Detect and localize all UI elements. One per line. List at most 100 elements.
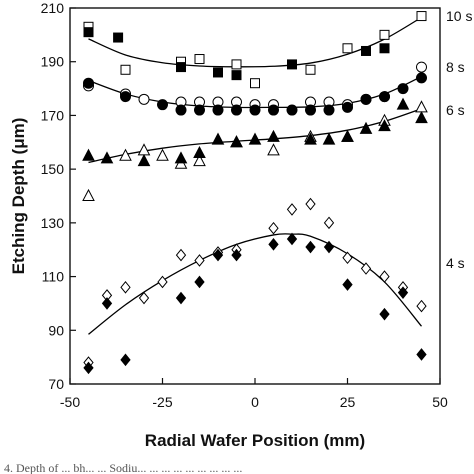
x-axis-title: Radial Wafer Position (mm) <box>145 431 365 450</box>
open-square-point <box>120 64 131 75</box>
open-triangle-point <box>193 154 206 167</box>
filled-diamond-point <box>194 275 205 289</box>
data-points <box>82 11 428 375</box>
series-label: 4 s <box>446 255 465 271</box>
filled-circle-point <box>286 104 298 116</box>
filled-square-point <box>113 32 124 43</box>
open-diamond-point <box>120 281 131 294</box>
filled-square-point <box>379 43 390 54</box>
x-tick-label: 0 <box>251 394 259 410</box>
filled-diamond-point <box>323 240 335 254</box>
x-tick-label: 25 <box>340 394 356 410</box>
filled-circle-point <box>175 104 187 116</box>
open-circle-point <box>138 93 150 105</box>
open-square-point <box>379 29 390 40</box>
filled-diamond-point <box>342 278 353 291</box>
filled-square-point <box>231 70 242 81</box>
filled-diamond-point <box>268 238 279 251</box>
y-tick-label: 150 <box>41 161 65 177</box>
filled-triangle-point <box>396 97 410 110</box>
y-axis-title: Etching Depth (μm) <box>9 118 28 275</box>
series-labels: 10 s 8 s 6 s 4 s <box>446 8 472 271</box>
y-axis-ticks: 70 90 110 130 150 170 190 210 <box>41 0 76 392</box>
caption-fragment: 4. Depth of ... bh... ... Sodiu... ... .… <box>4 461 242 474</box>
filled-square-point <box>361 45 371 56</box>
filled-triangle-point <box>359 121 373 134</box>
filled-circle-point <box>194 104 205 116</box>
open-square-point <box>231 59 242 70</box>
open-diamond-point <box>138 291 150 305</box>
filled-triangle-point <box>267 129 280 142</box>
open-diamond-point <box>175 248 187 262</box>
filled-diamond-point <box>286 232 298 246</box>
filled-circle-point <box>379 91 390 103</box>
filled-diamond-point <box>120 353 131 367</box>
filled-circle-point <box>212 104 224 116</box>
filled-circle-point <box>83 77 94 89</box>
filled-triangle-point <box>100 151 114 164</box>
open-diamond-point <box>416 299 427 313</box>
filled-circle-point <box>249 104 261 116</box>
filled-circle-point <box>157 99 168 111</box>
filled-diamond-point <box>305 240 316 254</box>
x-axis-ticks: -50 -25 0 25 50 <box>60 378 448 410</box>
filled-triangle-point <box>193 145 206 159</box>
open-diamond-point <box>157 275 168 289</box>
x-tick-label: 50 <box>432 394 448 410</box>
filled-circle-point <box>360 93 372 105</box>
open-diamond-point <box>379 270 390 283</box>
series-label: 8 s <box>446 59 465 75</box>
filled-circle-point <box>305 104 316 116</box>
filled-diamond-point <box>397 286 409 299</box>
filled-diamond-point <box>175 291 187 305</box>
filled-circle-point <box>268 104 279 116</box>
open-diamond-point <box>194 254 205 267</box>
filled-circle-point <box>120 91 131 103</box>
open-triangle-point <box>156 148 169 161</box>
filled-circle-point <box>342 101 353 113</box>
open-square-point <box>342 43 353 54</box>
filled-circle-point <box>397 83 409 95</box>
open-triangle-point <box>137 143 151 156</box>
filled-diamond-point <box>212 248 224 262</box>
open-diamond-point <box>360 262 372 275</box>
filled-triangle-point <box>341 129 354 142</box>
filled-triangle-point <box>230 135 243 148</box>
y-tick-label: 130 <box>41 215 65 231</box>
open-diamond-point <box>286 203 298 216</box>
filled-square-point <box>176 62 186 73</box>
y-tick-label: 190 <box>41 54 65 70</box>
y-tick-label: 210 <box>41 0 65 16</box>
filled-triangle-point <box>82 148 95 161</box>
filled-square-point <box>287 59 297 70</box>
series-label: 6 s <box>446 102 465 118</box>
fit-curves <box>88 16 422 335</box>
filled-diamond-point <box>101 297 113 310</box>
fit-curve <box>88 233 422 335</box>
open-diamond-point <box>342 251 353 265</box>
open-triangle-point <box>119 148 132 161</box>
open-square-point <box>416 11 427 22</box>
filled-circle-point <box>416 72 427 84</box>
open-diamond-point <box>268 221 279 235</box>
x-tick-label: -50 <box>60 394 80 410</box>
fit-curve <box>88 16 422 68</box>
filled-triangle-point <box>174 151 188 164</box>
y-tick-label: 70 <box>48 376 64 392</box>
filled-circle-point <box>231 104 242 116</box>
filled-square-point <box>83 27 94 38</box>
filled-triangle-point <box>415 111 428 124</box>
open-square-point <box>305 64 316 75</box>
plot-frame <box>69 7 441 385</box>
open-diamond-point <box>323 216 335 230</box>
filled-diamond-point <box>231 248 242 262</box>
open-diamond-point <box>305 197 316 211</box>
filled-triangle-point <box>304 132 317 145</box>
y-tick-label: 110 <box>42 269 65 285</box>
filled-diamond-point <box>379 307 390 321</box>
filled-triangle-point <box>211 132 225 145</box>
open-square-point <box>194 54 205 65</box>
filled-square-point <box>213 67 223 78</box>
x-tick-label: -25 <box>152 394 172 410</box>
